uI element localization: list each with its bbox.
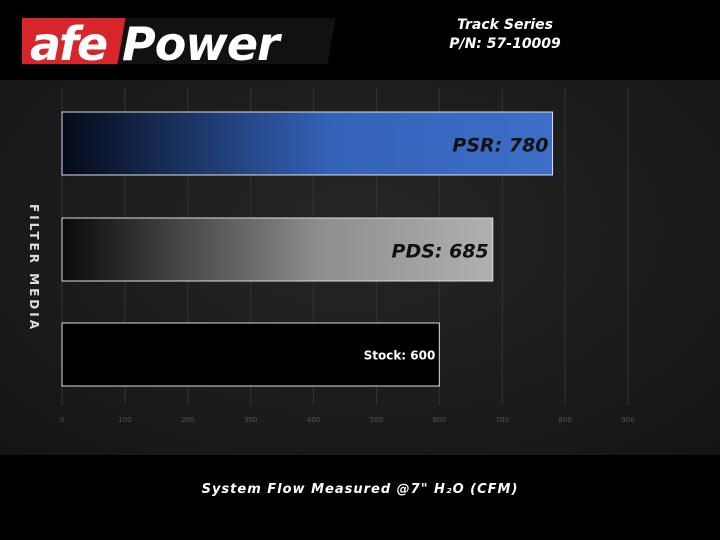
x-tick-label: 700 xyxy=(496,416,509,424)
bar-pds xyxy=(61,217,494,282)
data-label: PSR: 780 xyxy=(452,135,548,157)
x-tick-label: 0 xyxy=(60,416,64,424)
svg-text:afe: afe xyxy=(30,17,107,68)
bar-psr xyxy=(61,111,554,176)
series-name: Track Series xyxy=(457,17,553,33)
x-tick-label: 100 xyxy=(118,416,131,424)
x-tick-label: 900 xyxy=(621,416,634,424)
x-tick-label: 600 xyxy=(433,416,446,424)
x-tick-label: 300 xyxy=(244,416,257,424)
afe-power-logo: afe Power xyxy=(22,17,336,68)
x-axis-label: System Flow Measured @7" H₂O (CFM) xyxy=(201,482,519,497)
data-label: Stock: 600 xyxy=(364,349,436,363)
footer xyxy=(0,455,720,540)
svg-text:Power: Power xyxy=(122,17,283,68)
bar-stock xyxy=(61,322,440,387)
data-label: PDS: 685 xyxy=(392,241,489,263)
x-tick-label: 400 xyxy=(307,416,320,424)
x-tick-label: 800 xyxy=(558,416,571,424)
product-info: Track Series P/N: 57-10009 xyxy=(400,16,610,54)
part-number: P/N: 57-10009 xyxy=(449,36,561,52)
x-tick-label: 200 xyxy=(181,416,194,424)
y-axis-label: FILTER MEDIA xyxy=(27,204,41,332)
x-tick-label: 500 xyxy=(370,416,383,424)
header: afe Power Track Series P/N: 57-10009 xyxy=(0,0,720,80)
